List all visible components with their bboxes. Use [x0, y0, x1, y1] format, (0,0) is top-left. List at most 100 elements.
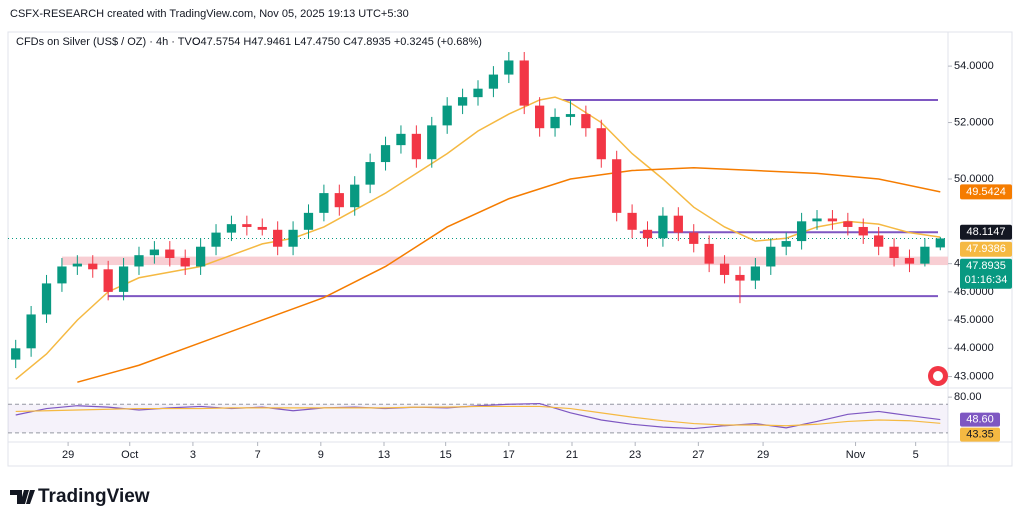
time-tick-label: 29 [757, 449, 769, 461]
candle-body [442, 105, 452, 126]
candle-body [519, 60, 529, 106]
candle-body [658, 215, 668, 239]
time-tick-label: 21 [566, 449, 578, 461]
price-label: 49.5424 [966, 186, 1006, 198]
rsi-value-box [960, 427, 1000, 442]
candle-body [196, 246, 206, 267]
price-label-box [960, 258, 1012, 289]
candle-body [766, 246, 776, 267]
rsi-value-label: 48.60 [966, 413, 994, 425]
candle-body [211, 232, 221, 247]
time-tick-label: 17 [503, 449, 515, 461]
candle-body [781, 241, 791, 247]
ohlc-legend: O47.5754 H47.9461 L47.4750 C47.8935 +0.3… [192, 36, 482, 48]
price-label-box [960, 224, 1012, 240]
candle-body [627, 212, 637, 230]
time-tick-label: 13 [378, 449, 390, 461]
candle-body [273, 229, 283, 247]
candle-body [565, 114, 576, 117]
candle-body [242, 224, 252, 227]
time-tick-label: 3 [190, 449, 196, 461]
candle-body [904, 258, 915, 264]
candle-body [380, 145, 391, 163]
candle-body [365, 162, 375, 185]
price-tick-label: 54.0000 [954, 60, 994, 72]
candle-body [303, 212, 314, 230]
time-tick-label: 23 [629, 449, 641, 461]
candle-body [396, 133, 406, 146]
attribution: CSFX-RESEARCH created with TradingView.c… [10, 8, 409, 20]
time-tick-label: 7 [255, 449, 261, 461]
symbol-title: CFDs on Silver (US$ / OZ) · 4h · TVC [16, 36, 200, 48]
price-label: 47.8935 [966, 260, 1006, 272]
candle-body [319, 193, 329, 213]
candle-body [812, 218, 822, 222]
candle-body [350, 184, 360, 208]
candle-body [612, 159, 622, 213]
time-tick-label: Nov [846, 449, 866, 461]
candle-body [334, 193, 344, 208]
support-zone [61, 256, 948, 266]
brand-logo [10, 490, 35, 504]
candle-body [920, 246, 930, 264]
time-tick-label: 29 [62, 449, 74, 461]
rsi-value-label: 43.35 [966, 428, 994, 440]
candle-body [103, 269, 113, 292]
time-tick-label: Oct [121, 449, 138, 461]
candle-body [457, 97, 468, 106]
price-tick-label: 43.0000 [954, 370, 994, 382]
moving-average [77, 166, 941, 383]
candle-body [550, 116, 560, 129]
candle-body [596, 128, 606, 160]
candle-body [858, 226, 868, 236]
candle-body [88, 263, 98, 270]
price-tick-label: 50.0000 [954, 173, 994, 185]
moving-average [15, 96, 941, 380]
candle-body [118, 266, 129, 292]
rsi-line [15, 405, 941, 427]
price-label: 48.1147 [967, 226, 1006, 238]
candle-body [704, 243, 714, 264]
candle-body [180, 258, 190, 267]
candle-body [427, 125, 437, 160]
candle-body [689, 232, 699, 244]
candle-body [72, 263, 82, 267]
price-label-box [960, 184, 1012, 200]
brand-name: TradingView [38, 486, 150, 507]
candle-body [11, 348, 21, 360]
candle-body [504, 60, 514, 75]
candle-body [473, 88, 483, 98]
time-tick-label: 15 [440, 449, 452, 461]
candle-body [673, 215, 683, 233]
price-label: 47.9386 [966, 243, 1006, 255]
candle-body [889, 246, 899, 259]
rsi-line [15, 402, 941, 430]
time-tick-label: 9 [318, 449, 324, 461]
candle-body [535, 105, 545, 129]
rsi-tick-label: 80.00 [954, 391, 982, 403]
candle-body [134, 255, 144, 267]
candle-body [26, 314, 36, 349]
candle-body [827, 218, 838, 222]
candle-body [843, 221, 853, 227]
logo-badge [928, 366, 948, 386]
candle-body [57, 266, 67, 284]
candle-body [642, 229, 653, 239]
price-tick-label: 46.0000 [954, 286, 994, 298]
candle-body [735, 274, 745, 281]
price-tick-label: 52.0000 [954, 116, 994, 128]
time-tick-label: 27 [692, 449, 704, 461]
price-label-box [960, 241, 1012, 257]
candle-body [149, 249, 160, 256]
candle-body [874, 235, 884, 247]
rsi-value-box [960, 412, 1000, 427]
candle-body [257, 226, 267, 230]
candle-body [165, 249, 175, 259]
candle-body [226, 224, 237, 233]
candle-body [796, 221, 807, 242]
candle-body [935, 238, 945, 248]
candle-body [750, 266, 760, 281]
price-tick-label: 44.0000 [954, 342, 994, 354]
candle-body [719, 263, 730, 275]
